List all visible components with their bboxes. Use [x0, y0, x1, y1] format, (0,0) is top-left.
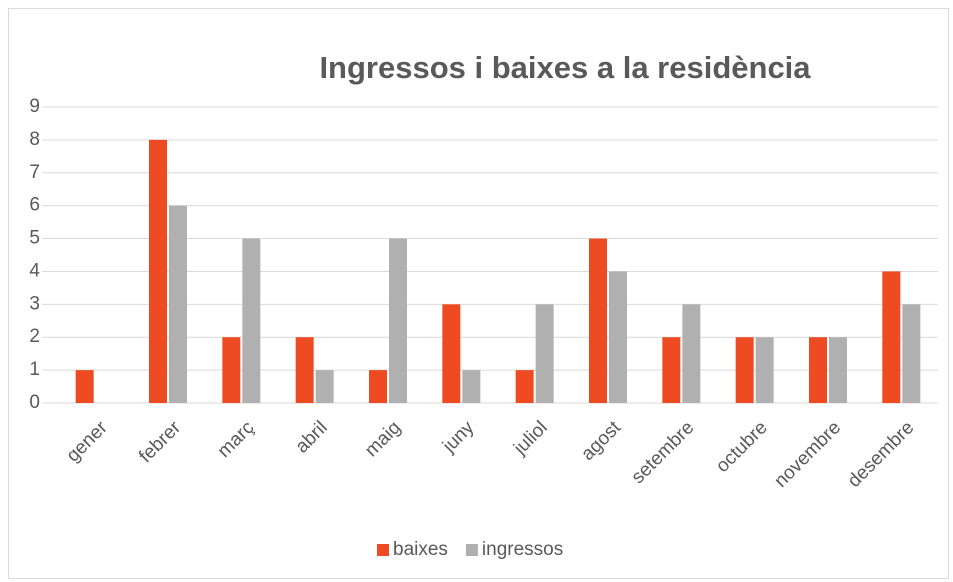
bar — [589, 238, 607, 403]
y-tick-label: 0 — [29, 392, 40, 413]
y-tick-label: 8 — [29, 129, 40, 150]
y-tick-label: 5 — [29, 228, 40, 249]
legend-label: baixes — [393, 539, 448, 560]
bar — [609, 271, 627, 403]
bar — [735, 337, 754, 403]
bar — [222, 337, 241, 403]
y-tick-label: 2 — [29, 326, 40, 347]
y-tick-label: 1 — [29, 359, 40, 380]
bar — [389, 238, 407, 403]
y-tick-label: 6 — [29, 195, 40, 216]
y-tick-label: 3 — [29, 293, 40, 314]
y-tick-label: 4 — [29, 260, 40, 281]
bar — [809, 337, 827, 403]
legend-swatch — [377, 544, 389, 556]
bar — [902, 304, 921, 403]
bar — [462, 370, 481, 403]
chart-title: Ingressos i baixes a la residència — [319, 50, 811, 85]
bar — [882, 271, 901, 403]
bar — [369, 370, 387, 403]
bar — [442, 304, 461, 403]
bar — [169, 205, 187, 403]
y-tick-label: 9 — [29, 96, 40, 117]
bar — [755, 337, 774, 403]
bar — [662, 337, 681, 403]
bar — [75, 370, 94, 403]
bar — [829, 337, 847, 403]
bar — [682, 304, 701, 403]
bar — [295, 337, 314, 403]
bar — [315, 370, 334, 403]
legend-swatch — [465, 544, 478, 556]
bar — [535, 304, 554, 403]
bar — [515, 370, 534, 403]
bar — [149, 139, 167, 403]
bar — [242, 238, 261, 403]
legend-label: ingressos — [482, 539, 563, 560]
y-tick-label: 7 — [29, 162, 40, 183]
